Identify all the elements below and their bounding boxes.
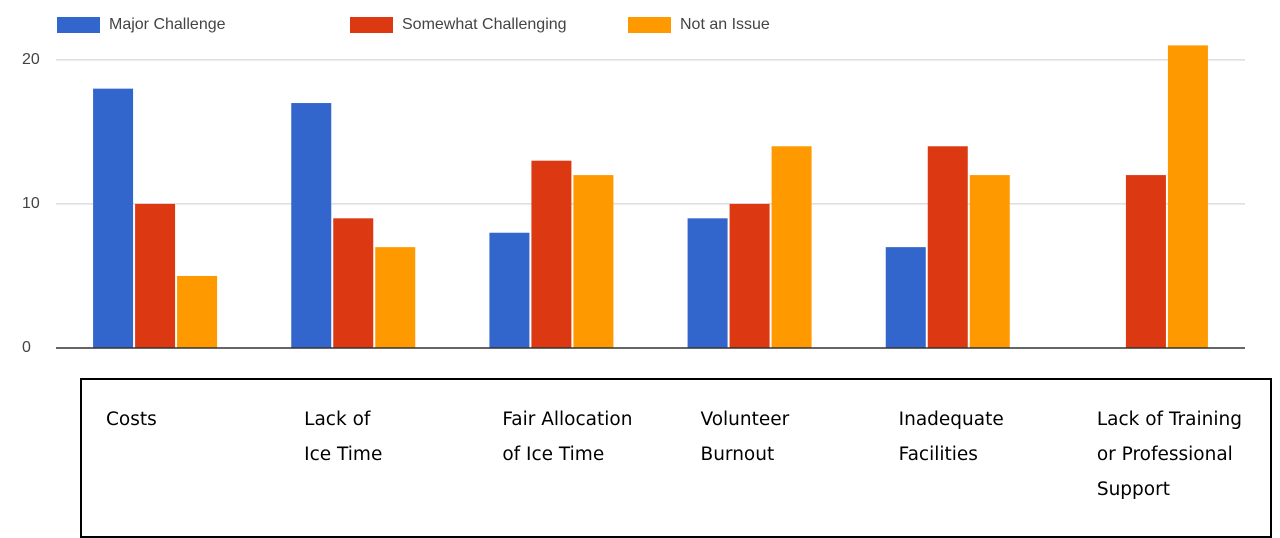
- page: 0 10 20 Major Challenge Somewhat Challenging…: [22, 16, 1272, 538]
- chart: 0 10 20 Major Challenge Somewhat Challenging…: [22, 16, 1245, 356]
- x-tick-label: Lack of Training or Professional Support: [1096, 409, 1242, 500]
- x-tick-label: Volunteer Burnout: [700, 409, 790, 465]
- bar: [927, 146, 968, 348]
- bar: [729, 203, 770, 348]
- legend-label: Major Challenge: [109, 16, 226, 33]
- bar: [969, 175, 1010, 348]
- y-tick-label: 10: [22, 195, 40, 212]
- bar: [885, 247, 926, 348]
- bar: [93, 88, 134, 349]
- bar: [687, 218, 728, 348]
- x-tick-label: Inadequate Facilities: [898, 409, 1004, 465]
- bar: [135, 203, 176, 348]
- category-box: Costs Lack of Ice Time Fair Allocation of …: [80, 378, 1272, 538]
- legend-swatch: [57, 17, 100, 33]
- bar: [489, 232, 530, 348]
- legend-swatch: [628, 17, 671, 33]
- bar: [771, 146, 812, 348]
- x-tick-label: Costs: [106, 409, 157, 430]
- legend-swatch: [350, 17, 393, 33]
- bar: [573, 175, 614, 348]
- bar: [531, 160, 572, 348]
- bar: [177, 275, 218, 348]
- y-tick-label: 0: [22, 339, 31, 356]
- x-tick-label: Lack of Ice Time: [304, 409, 383, 465]
- y-tick-label: 20: [22, 51, 40, 68]
- legend-label: Somewhat Challenging: [402, 16, 567, 33]
- bar: [1167, 45, 1208, 349]
- legend-label: Not an Issue: [680, 16, 770, 33]
- bar: [333, 218, 374, 348]
- bar: [375, 247, 416, 348]
- x-tick-label: Fair Allocation of Ice Time: [502, 409, 633, 465]
- bar: [291, 103, 332, 348]
- bar: [1125, 175, 1166, 348]
